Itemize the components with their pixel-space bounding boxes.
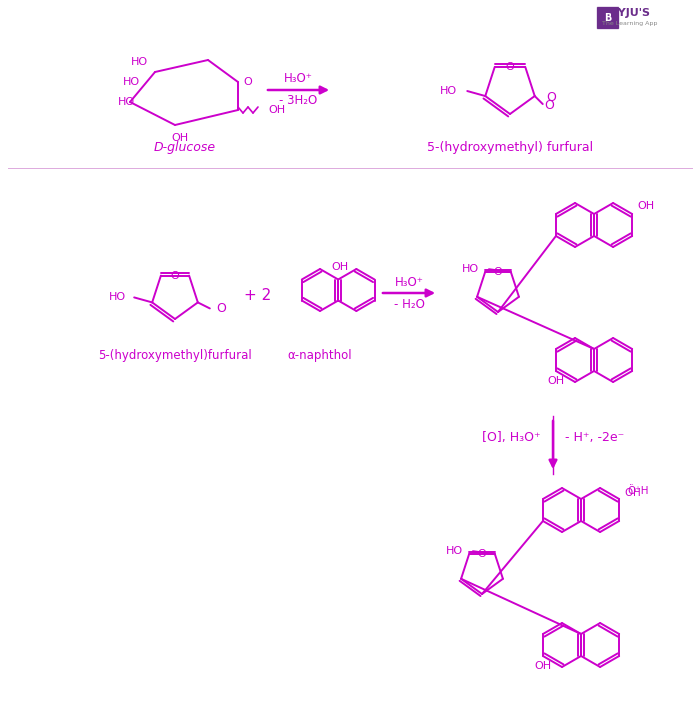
Text: HO: HO: [462, 264, 479, 274]
Text: - H⁺, -2e⁻: - H⁺, -2e⁻: [565, 431, 624, 443]
Text: O: O: [494, 267, 503, 277]
Text: OH: OH: [332, 262, 349, 272]
Text: OH: OH: [268, 105, 285, 115]
Text: HO: HO: [109, 293, 126, 303]
Text: O: O: [243, 77, 252, 87]
Text: OH: OH: [534, 661, 552, 671]
Text: - H₂O: - H₂O: [393, 298, 424, 310]
Text: HO: HO: [440, 86, 457, 96]
FancyBboxPatch shape: [596, 6, 620, 30]
Text: BYJU'S: BYJU'S: [610, 8, 650, 18]
Text: OH: OH: [637, 201, 654, 211]
Text: H₃O⁺: H₃O⁺: [395, 276, 424, 288]
Text: Ȯ⁺H: Ȯ⁺H: [627, 486, 649, 496]
Text: O: O: [547, 90, 556, 103]
Text: B: B: [604, 13, 612, 23]
Text: HO: HO: [118, 97, 135, 107]
Text: - 3H₂O: - 3H₂O: [279, 95, 317, 107]
Text: O: O: [477, 549, 486, 559]
Text: OH: OH: [172, 133, 188, 143]
Text: 5-(hydroxymethyl) furfural: 5-(hydroxymethyl) furfural: [427, 141, 593, 155]
Text: α-naphthol: α-naphthol: [288, 349, 352, 361]
Text: HO: HO: [123, 77, 140, 87]
Text: D-glucose: D-glucose: [154, 141, 216, 155]
Text: H₃O⁺: H₃O⁺: [284, 73, 312, 86]
Text: HO: HO: [446, 547, 463, 556]
Text: $\mathregular{\dot{O}}$H: $\mathregular{\dot{O}}$H: [624, 484, 641, 498]
Text: OH: OH: [547, 376, 564, 386]
Text: + 2: + 2: [244, 288, 272, 303]
Text: [O], H₃O⁺: [O], H₃O⁺: [482, 431, 541, 443]
Text: HO: HO: [131, 57, 148, 67]
Text: The Learning App: The Learning App: [602, 21, 658, 25]
Text: O: O: [216, 302, 225, 315]
Text: 5-(hydroxymethyl)furfural: 5-(hydroxymethyl)furfural: [98, 349, 252, 361]
Text: O: O: [545, 98, 554, 112]
Text: O: O: [171, 271, 179, 281]
Text: O: O: [505, 62, 514, 72]
